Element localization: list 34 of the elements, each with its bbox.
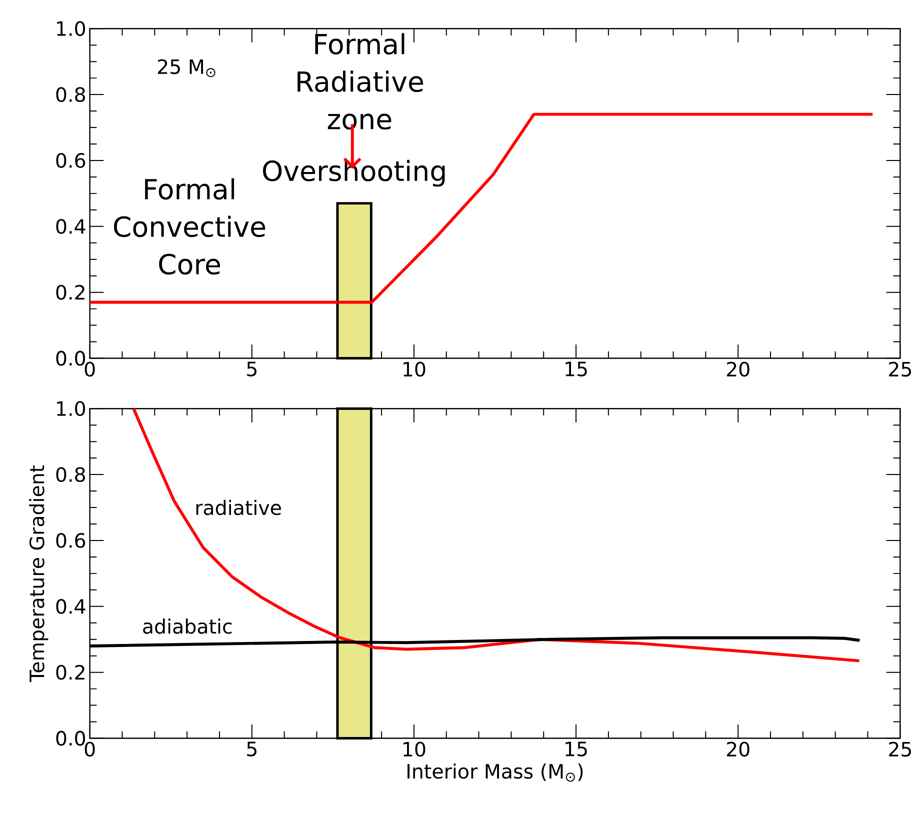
x-tick-label: 5 xyxy=(247,742,256,756)
x-tick-label: 20 xyxy=(726,362,750,377)
y-tick-label: 0.0 xyxy=(56,350,86,366)
x-tick-label: 20 xyxy=(726,742,750,757)
x-tick-label: 0 xyxy=(84,742,95,757)
y-tick-label: 1.0 xyxy=(57,21,86,36)
annotation: Formal Radiative zone xyxy=(298,33,424,130)
legend-label: adiabatic xyxy=(143,618,232,634)
x-tick-label: 0 xyxy=(84,362,95,377)
y-tick-label: 0.2 xyxy=(56,664,84,680)
x-tick-label: 5 xyxy=(247,362,256,376)
line-series xyxy=(88,112,874,304)
x-tick-label: 25 xyxy=(889,362,911,377)
y-tick-label: 0.2 xyxy=(56,284,84,300)
line-series xyxy=(132,407,861,662)
annotation: 25 M$_{⊙}$ xyxy=(158,59,216,78)
y-tick-label: 0.8 xyxy=(56,466,85,482)
series-label: radiative xyxy=(196,500,281,516)
y-tick-label: 0.4 xyxy=(56,598,86,614)
y-tick-label: 0.6 xyxy=(56,152,86,168)
x-tick-label: 10 xyxy=(404,742,426,757)
y-tick-label: 0.0 xyxy=(56,730,86,746)
y-tick-label: 1.0 xyxy=(57,401,86,416)
x-axis-title: Interior Mass (M$_{⊙}$) xyxy=(408,763,583,782)
annotation: Formal Convective Core xyxy=(114,178,266,274)
y-tick-label: 0.8 xyxy=(56,86,85,102)
x-tick-label: 10 xyxy=(404,362,426,377)
y-tick-label: 0.6 xyxy=(56,532,86,548)
x-tick-label: 25 xyxy=(889,742,911,757)
y-tick-label: 0.4 xyxy=(56,218,86,234)
band-label: Overshooting xyxy=(262,160,445,187)
x-tick-label: 15 xyxy=(566,742,587,756)
y-axis-title: Temperature Gradient xyxy=(29,465,48,682)
x-tick-label: 15 xyxy=(566,362,587,376)
